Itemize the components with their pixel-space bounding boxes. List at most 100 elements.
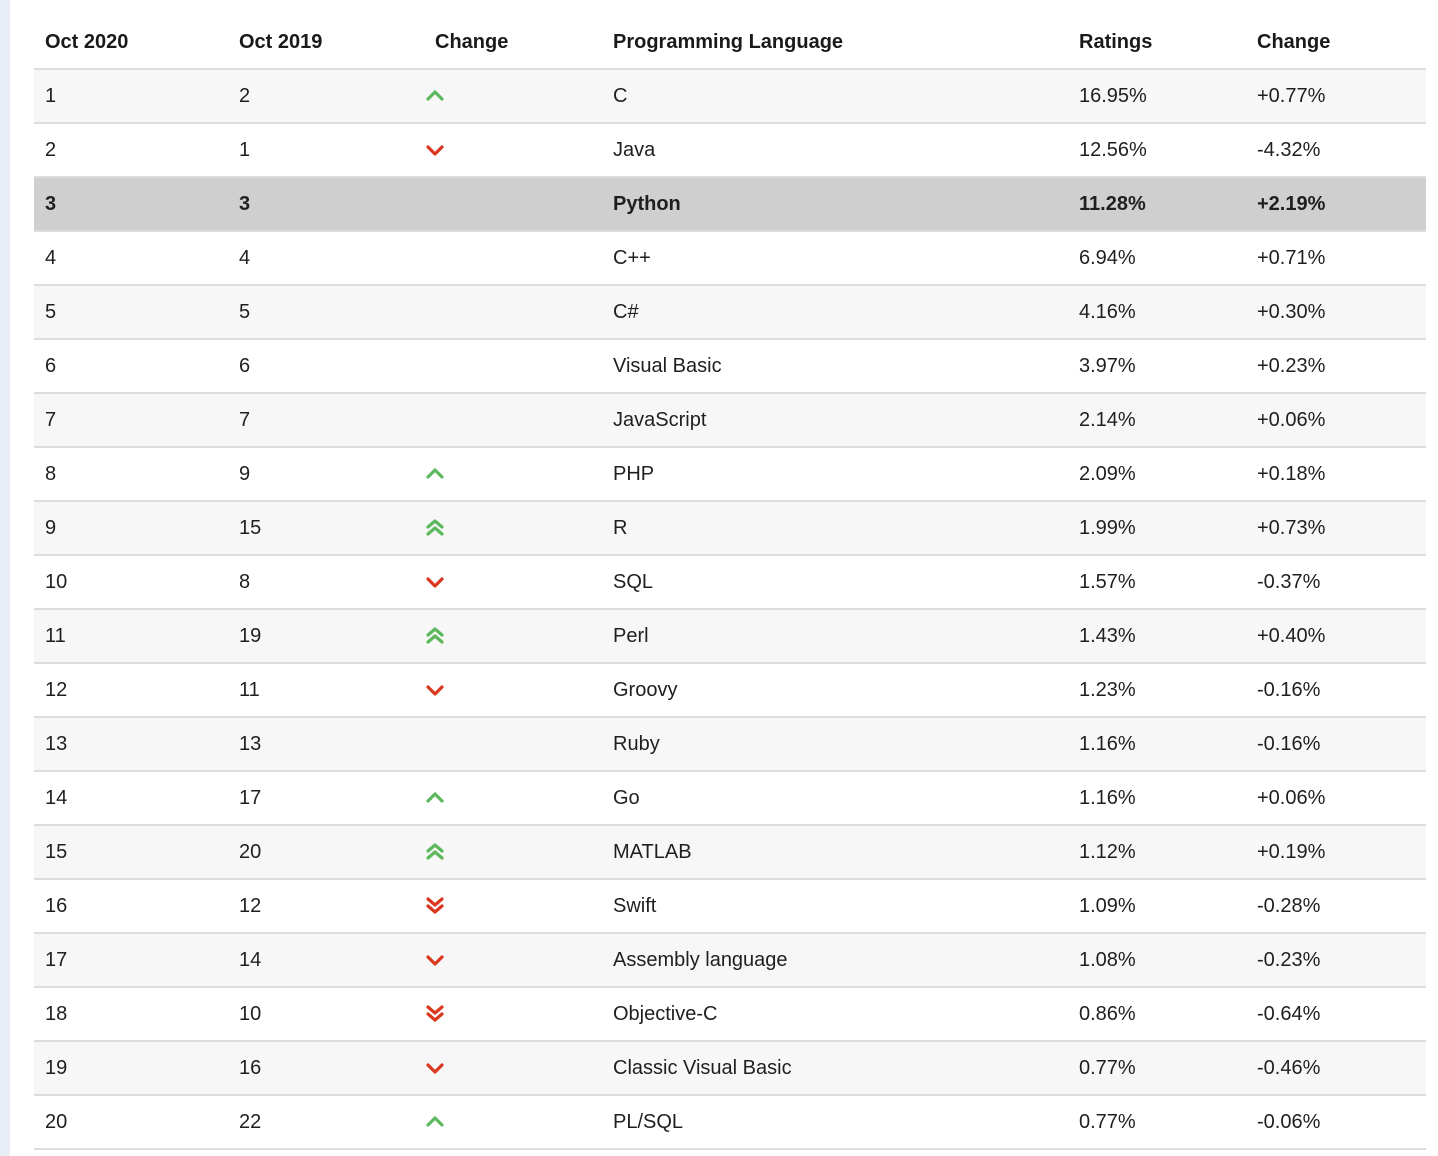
- trend-cell: [424, 285, 602, 340]
- rank-oct-2019: 17: [228, 771, 424, 826]
- ranking-table-container: Oct 2020 Oct 2019 Change Programming Lan…: [34, 16, 1426, 1150]
- language-name[interactable]: R: [602, 501, 1068, 556]
- language-name[interactable]: C++: [602, 231, 1068, 286]
- header-rank-change[interactable]: Change: [424, 16, 602, 70]
- rank-oct-2020: 8: [34, 447, 228, 502]
- table-row: 10 8 SQL 1.57% -0.37%: [34, 555, 1426, 610]
- left-page-strip: [0, 0, 10, 1156]
- language-name[interactable]: Assembly language: [602, 933, 1068, 988]
- header-programming-language[interactable]: Programming Language: [602, 16, 1068, 70]
- rating-change: -0.37%: [1246, 555, 1426, 610]
- chevron-up-icon: [426, 468, 444, 479]
- rating-value: 4.16%: [1068, 285, 1246, 340]
- rank-oct-2019: 6: [228, 339, 424, 394]
- language-name[interactable]: PHP: [602, 447, 1068, 502]
- double-chevron-down-icon: [426, 897, 444, 914]
- rating-change: -0.46%: [1246, 1041, 1426, 1096]
- table-row: 14 17 Go 1.16% +0.06%: [34, 771, 1426, 826]
- chevron-down-icon: [426, 685, 444, 696]
- rank-oct-2020: 3: [34, 177, 228, 232]
- language-name[interactable]: C#: [602, 285, 1068, 340]
- language-name[interactable]: SQL: [602, 555, 1068, 610]
- header-ratings[interactable]: Ratings: [1068, 16, 1246, 70]
- rating-change: +0.18%: [1246, 447, 1426, 502]
- double-chevron-down-icon: [426, 1005, 444, 1022]
- rating-change: -0.23%: [1246, 933, 1426, 988]
- table-row: 12 11 Groovy 1.23% -0.16%: [34, 663, 1426, 718]
- language-name[interactable]: MATLAB: [602, 825, 1068, 880]
- language-name[interactable]: JavaScript: [602, 393, 1068, 448]
- language-name[interactable]: Perl: [602, 609, 1068, 664]
- trend-cell: [424, 231, 602, 286]
- language-name[interactable]: Objective-C: [602, 987, 1068, 1042]
- language-name[interactable]: Swift: [602, 879, 1068, 934]
- rank-oct-2019: 3: [228, 177, 424, 232]
- rank-oct-2020: 14: [34, 771, 228, 826]
- table-body: 1 2 C 16.95% +0.77% 2 1 Java 12.56% -4.32% 3 3 Pytho…: [34, 69, 1426, 1150]
- trend-cell: [424, 1041, 602, 1096]
- rank-oct-2019: 4: [228, 231, 424, 286]
- language-name[interactable]: Java: [602, 123, 1068, 178]
- rating-value: 1.09%: [1068, 879, 1246, 934]
- language-name[interactable]: Ruby: [602, 717, 1068, 772]
- double-chevron-up-icon: [426, 627, 444, 644]
- table-header: Oct 2020 Oct 2019 Change Programming Lan…: [34, 16, 1426, 70]
- rating-value: 1.43%: [1068, 609, 1246, 664]
- language-name[interactable]: Groovy: [602, 663, 1068, 718]
- trend-cell: [424, 987, 602, 1042]
- table-row: 13 13 Ruby 1.16% -0.16%: [34, 717, 1426, 772]
- rank-oct-2020: 18: [34, 987, 228, 1042]
- rank-oct-2019: 8: [228, 555, 424, 610]
- header-oct-2019[interactable]: Oct 2019: [228, 16, 424, 70]
- rank-oct-2019: 1: [228, 123, 424, 178]
- rating-value: 1.16%: [1068, 717, 1246, 772]
- rank-oct-2019: 19: [228, 609, 424, 664]
- table-row: 17 14 Assembly language 1.08% -0.23%: [34, 933, 1426, 988]
- rank-oct-2019: 20: [228, 825, 424, 880]
- table-row: 1 2 C 16.95% +0.77%: [34, 69, 1426, 124]
- rating-change: +0.77%: [1246, 69, 1426, 124]
- table-row: 9 15 R 1.99% +0.73%: [34, 501, 1426, 556]
- rating-value: 1.23%: [1068, 663, 1246, 718]
- trend-cell: [424, 447, 602, 502]
- rating-value: 2.14%: [1068, 393, 1246, 448]
- header-oct-2020[interactable]: Oct 2020: [34, 16, 228, 70]
- header-rating-change[interactable]: Change: [1246, 16, 1426, 70]
- rank-oct-2019: 9: [228, 447, 424, 502]
- trend-cell: [424, 1095, 602, 1150]
- language-name[interactable]: Visual Basic: [602, 339, 1068, 394]
- rating-value: 0.77%: [1068, 1095, 1246, 1150]
- trend-cell: [424, 555, 602, 610]
- chevron-up-icon: [426, 792, 444, 803]
- rank-oct-2020: 17: [34, 933, 228, 988]
- rank-oct-2019: 22: [228, 1095, 424, 1150]
- chevron-down-icon: [426, 145, 444, 156]
- rank-oct-2020: 12: [34, 663, 228, 718]
- rank-oct-2020: 1: [34, 69, 228, 124]
- language-name[interactable]: Python: [602, 177, 1068, 232]
- rank-oct-2019: 5: [228, 285, 424, 340]
- rank-oct-2019: 16: [228, 1041, 424, 1096]
- language-name[interactable]: Go: [602, 771, 1068, 826]
- rank-oct-2019: 14: [228, 933, 424, 988]
- table-row: 2 1 Java 12.56% -4.32%: [34, 123, 1426, 178]
- language-name[interactable]: C: [602, 69, 1068, 124]
- rank-oct-2020: 7: [34, 393, 228, 448]
- trend-cell: [424, 393, 602, 448]
- rating-value: 6.94%: [1068, 231, 1246, 286]
- trend-cell: [424, 177, 602, 232]
- table-row: 11 19 Perl 1.43% +0.40%: [34, 609, 1426, 664]
- rating-value: 0.86%: [1068, 987, 1246, 1042]
- table-row: 6 6 Visual Basic 3.97% +0.23%: [34, 339, 1426, 394]
- table-row: 8 9 PHP 2.09% +0.18%: [34, 447, 1426, 502]
- rank-oct-2020: 6: [34, 339, 228, 394]
- table-row: 15 20 MATLAB 1.12% +0.19%: [34, 825, 1426, 880]
- language-name[interactable]: Classic Visual Basic: [602, 1041, 1068, 1096]
- rating-value: 1.99%: [1068, 501, 1246, 556]
- table-row: 4 4 C++ 6.94% +0.71%: [34, 231, 1426, 286]
- rank-oct-2019: 12: [228, 879, 424, 934]
- rank-oct-2019: 11: [228, 663, 424, 718]
- language-name[interactable]: PL/SQL: [602, 1095, 1068, 1150]
- rating-change: -0.64%: [1246, 987, 1426, 1042]
- rank-oct-2020: 2: [34, 123, 228, 178]
